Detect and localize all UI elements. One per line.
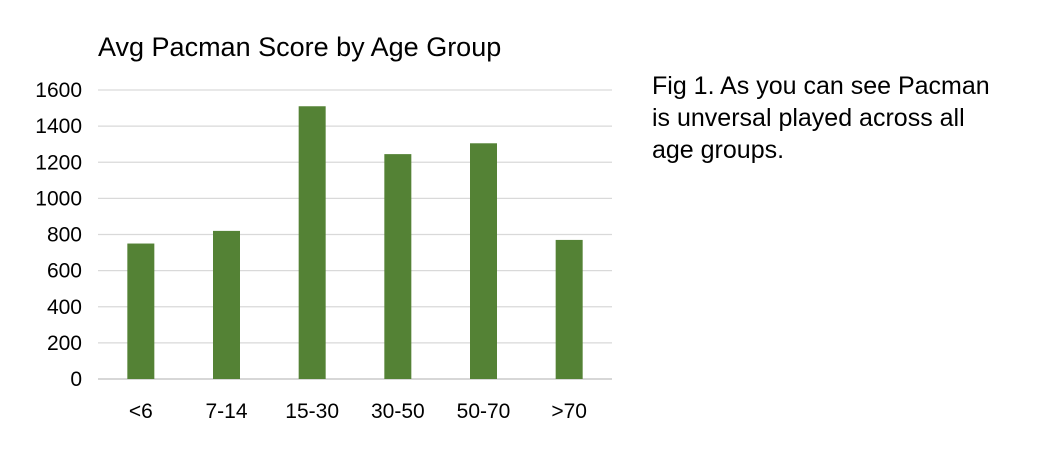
x-tick-label: 7-14 [205, 400, 247, 423]
y-tick-label: 1600 [35, 79, 82, 102]
bars [127, 106, 583, 379]
x-tick-label: 50-70 [457, 400, 511, 423]
y-tick-label: 1200 [35, 151, 82, 174]
caption-line-2: is unversal played across all [652, 104, 965, 132]
bar [127, 243, 155, 379]
x-tick-label: <6 [129, 400, 153, 423]
bar [470, 143, 497, 379]
caption-line-3: age groups. [652, 136, 785, 164]
bar [213, 230, 240, 379]
y-tick-label: 800 [47, 224, 82, 247]
y-tick-label: 1400 [35, 115, 82, 138]
grid-lines [98, 89, 612, 380]
bar [555, 239, 583, 379]
x-tick-label: 15-30 [285, 400, 339, 423]
y-tick-label: 600 [47, 260, 82, 283]
y-axis-ticks: 0 200 400 600 800 1000 1200 1400 1600 [35, 79, 82, 391]
x-tick-label: 30-50 [371, 400, 425, 423]
x-tick-label: >70 [551, 400, 587, 423]
x-axis-ticks: <6 7-14 15-30 30-50 50-70 >70 [129, 400, 587, 423]
y-tick-label: 400 [47, 296, 82, 319]
y-tick-label: 0 [70, 368, 82, 391]
y-tick-label: 1000 [35, 187, 82, 210]
bar [384, 154, 412, 379]
y-tick-label: 200 [47, 332, 82, 355]
bar [298, 106, 326, 379]
caption-line-1: Fig 1. As you can see Pacman [652, 72, 990, 100]
chart-title: Avg Pacman Score by Age Group [98, 32, 501, 62]
figure-caption: Fig 1. As you can see Pacman is unversal… [652, 70, 1052, 166]
